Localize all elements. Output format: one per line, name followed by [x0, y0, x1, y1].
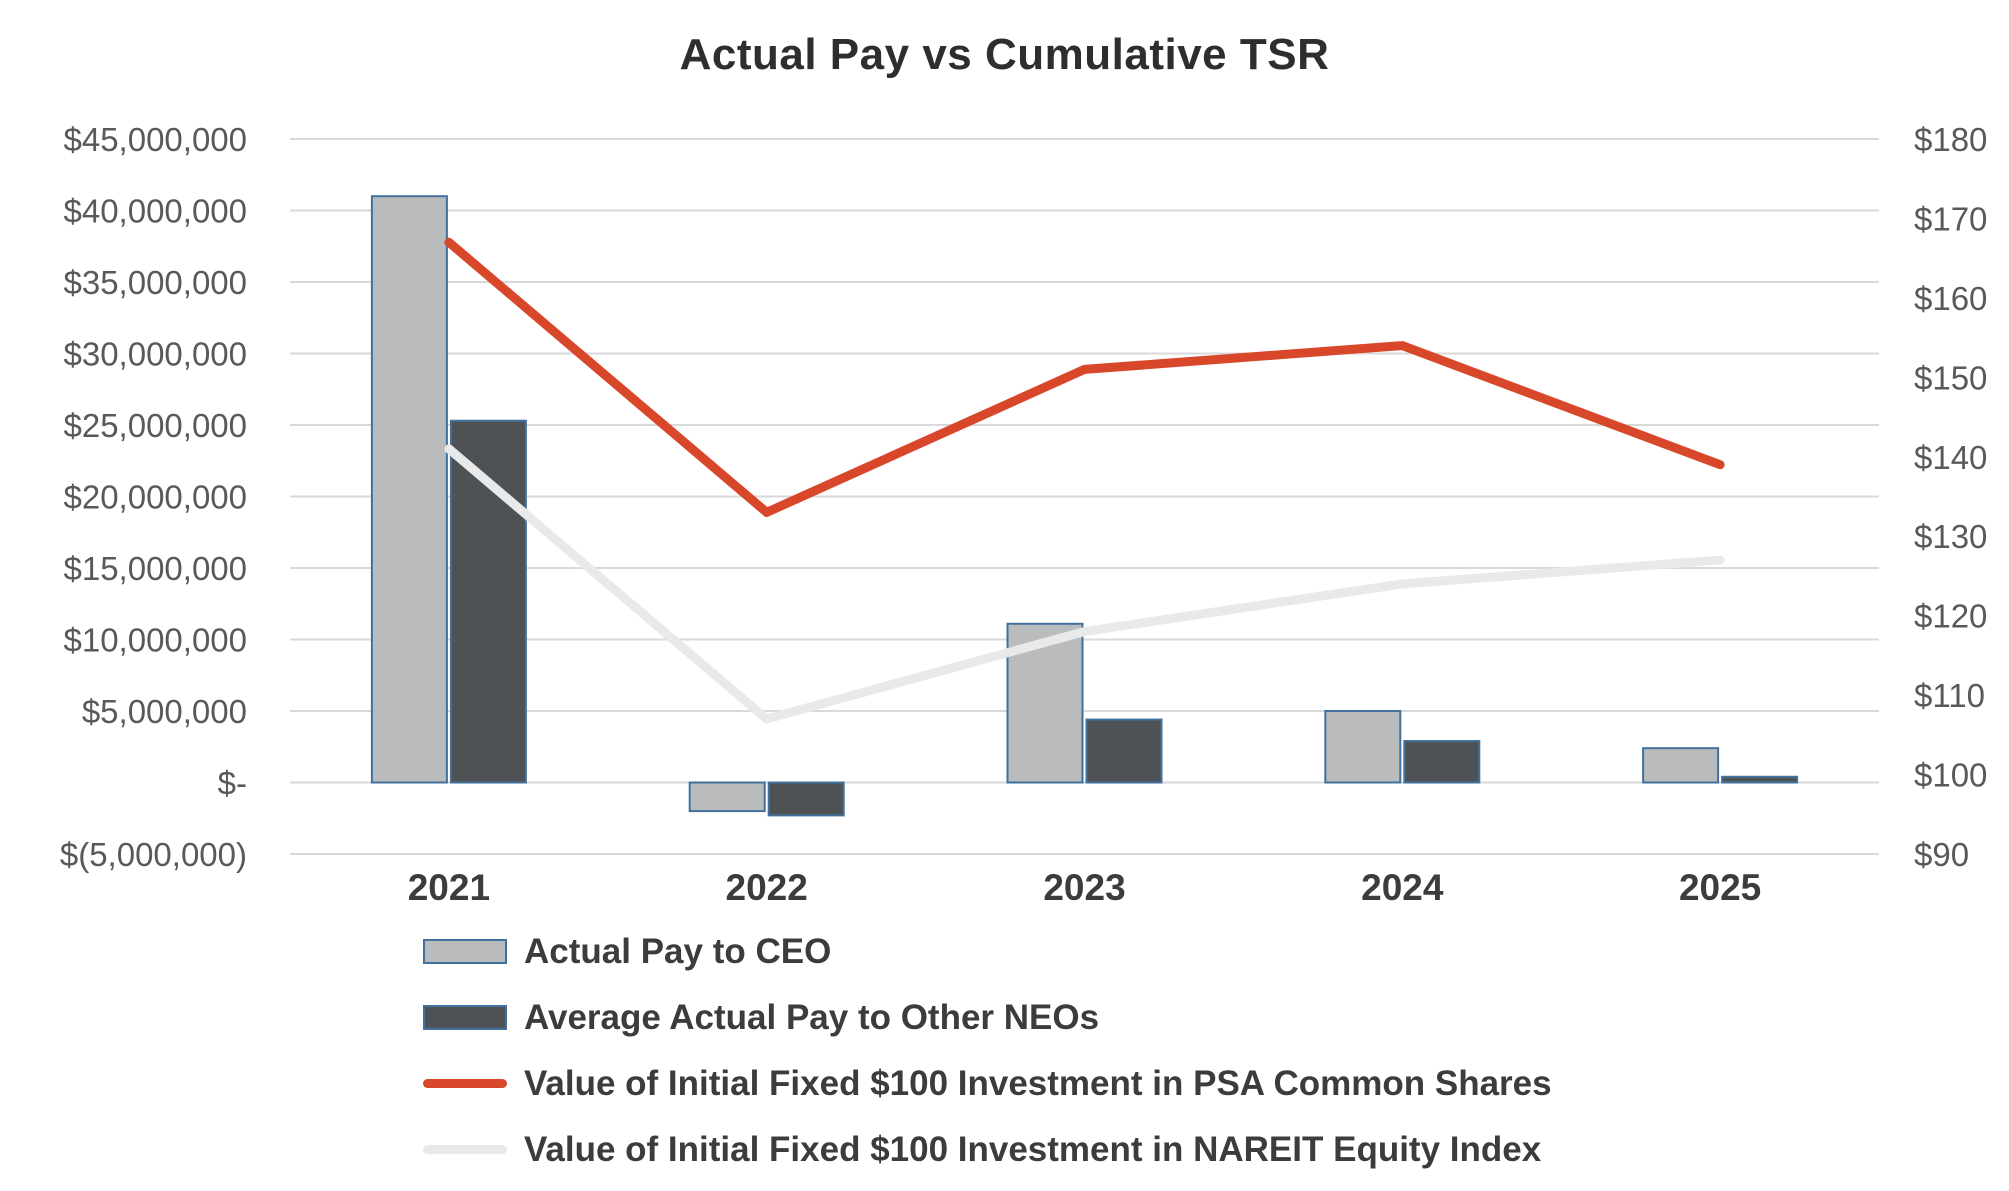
legend-swatch-ceo-bar [423, 939, 507, 964]
left-axis-tick-label: $(5,000,000) [60, 836, 247, 873]
right-axis-tick-label: $140 [1914, 439, 1987, 476]
line-nareit-investment [444, 444, 1725, 724]
legend: Actual Pay to CEO Average Actual Pay to … [423, 930, 1552, 1171]
legend-label-ceo: Actual Pay to CEO [524, 931, 832, 971]
right-axis-tick-label: $160 [1914, 280, 1987, 317]
right-axis-tick-label: $150 [1914, 359, 1987, 396]
x-axis-category-label: 2022 [726, 867, 808, 908]
right-axis-tick-label: $120 [1914, 598, 1987, 635]
bar-avg-pay-neos [1721, 775, 1799, 784]
right-axis-tick-label: $110 [1914, 677, 1985, 714]
right-axis-tick-label: $130 [1914, 518, 1987, 555]
legend-item-nareit-line: Value of Initial Fixed $100 Investment i… [423, 1128, 1552, 1171]
bar-avg-pay-neos [767, 781, 845, 817]
left-axis-tick-label: $35,000,000 [63, 264, 247, 301]
left-axis-tick-label: $20,000,000 [63, 479, 247, 516]
legend-swatch-nareit-line [423, 1145, 507, 1154]
right-axis-tick-label: $100 [1914, 757, 1987, 794]
bar-actual-pay-ceo [370, 195, 448, 784]
bar-actual-pay-ceo [1642, 747, 1720, 784]
bar-actual-pay-ceo [1324, 710, 1402, 784]
x-axis-category-label: 2024 [1361, 867, 1444, 908]
left-axis-tick-label: $40,000,000 [63, 193, 247, 230]
left-axis-tick-label: $5,000,000 [82, 693, 247, 730]
bar-avg-pay-neos [449, 419, 527, 784]
legend-item-psa-line: Value of Initial Fixed $100 Investment i… [423, 1062, 1552, 1105]
legend-label-nareit-line: Value of Initial Fixed $100 Investment i… [524, 1129, 1542, 1169]
chart-title: Actual Pay vs Cumulative TSR [679, 30, 1330, 79]
x-axis-category-label: 2021 [408, 867, 490, 908]
legend-swatch-psa-line [423, 1079, 507, 1088]
left-axis-tick-label: $30,000,000 [63, 336, 247, 373]
bar-avg-pay-neos [1085, 718, 1163, 784]
legend-label-psa-line: Value of Initial Fixed $100 Investment i… [524, 1063, 1552, 1103]
x-axis-category-label: 2023 [1043, 867, 1125, 908]
left-axis-tick-label: $25,000,000 [63, 407, 247, 444]
legend-label-neos: Average Actual Pay to Other NEOs [524, 997, 1100, 1037]
right-axis-tick-label: $180 [1914, 121, 1987, 158]
bar-actual-pay-ceo [688, 781, 766, 813]
bar-avg-pay-neos [1403, 740, 1481, 784]
right-axis-tick-label: $90 [1914, 836, 1969, 873]
left-axis-tick-label: $45,000,000 [63, 121, 247, 158]
legend-swatch-neos-bar [423, 1005, 507, 1030]
legend-item-neos: Average Actual Pay to Other NEOs [423, 996, 1552, 1039]
left-axis-tick-label: $- [218, 765, 247, 802]
legend-item-ceo: Actual Pay to CEO [423, 930, 1552, 973]
left-axis-tick-label: $10,000,000 [63, 622, 247, 659]
left-axis-tick-label: $15,000,000 [63, 550, 247, 587]
line-psa-investment [444, 237, 1725, 517]
x-axis-category-label: 2025 [1679, 867, 1761, 908]
right-axis-tick-label: $170 [1914, 200, 1987, 237]
